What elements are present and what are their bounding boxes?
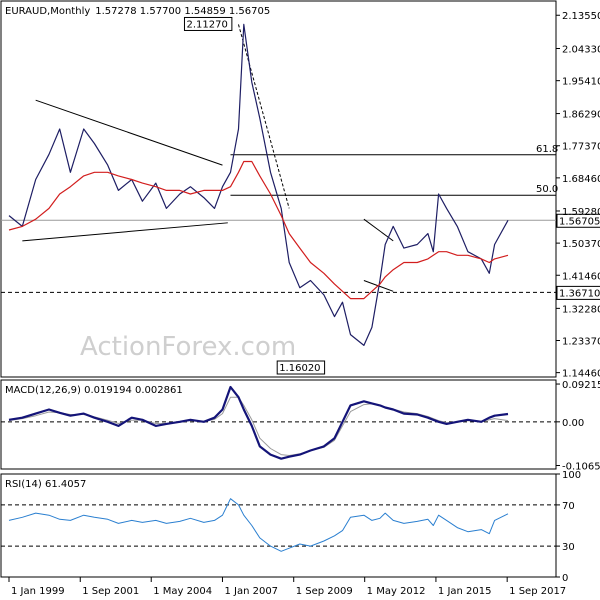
macd-signal-line [8, 396, 509, 456]
macd-line [8, 385, 509, 460]
watermark: ActionForex.com [80, 332, 296, 362]
last-price-label-box [556, 213, 600, 228]
price-y-tick-label: 1.68460 [562, 174, 600, 185]
price-y-tick-label: 1.77370 [562, 142, 600, 153]
x-tick-label: 1 May 2012 [367, 586, 426, 597]
series-lines [8, 23, 509, 552]
price-y-tick-label: 1.86290 [562, 110, 600, 121]
rsi-y-tick-label: 70 [562, 501, 575, 512]
price-y-tick-label: 1.50370 [562, 239, 600, 250]
price-line [8, 23, 509, 346]
price-y-tick-label: 1.41460 [562, 271, 600, 282]
triangle-lower-trendline [22, 222, 228, 242]
high-label-box [183, 16, 233, 31]
macd-panel-frame [0, 379, 557, 470]
axis-ticks: 2.13550 2.04330 1.95410 1.86290 1.77370 1.684… [8, 11, 600, 597]
low-label: 1.16020 [279, 363, 320, 374]
price-y-tick-label: 1.32280 [562, 304, 600, 315]
x-tick-label: 1 Sep 2009 [296, 586, 353, 597]
annotations: 2.11270 1.16020 61.8 50.0 1.56705 1.36710 [183, 16, 600, 375]
rsi-line [8, 498, 509, 552]
price-panel-frame [0, 0, 557, 378]
support-label-box [556, 285, 600, 300]
price-y-tick-label: 1.95410 [562, 77, 600, 88]
rsi-title: RSI(14) 61.4057 [5, 479, 86, 490]
last-price-label: 1.56705 [559, 216, 600, 227]
triangle-upper-trendline [35, 99, 223, 166]
high-label: 2.11270 [186, 19, 227, 30]
price-y-tick-label: 1.23370 [562, 337, 600, 348]
x-tick-label: 1 Sep 2001 [82, 586, 139, 597]
fib-50.0-label: 50.0 [536, 184, 558, 195]
breakdown-trendline [237, 24, 290, 209]
macd-title: MACD(12,26,9) 0.019194 0.002861 [5, 385, 183, 396]
x-tick-label: 1 Jan 2007 [224, 586, 278, 597]
price-title: EURAUD,Monthly 1.57278 1.57700 1.54859 1.… [5, 6, 270, 17]
price-y-tick-label: 2.04330 [562, 45, 600, 56]
price-y-tick-label: 2.13550 [562, 11, 600, 22]
macd-y-tick-label: 0.00 [562, 418, 584, 429]
rsi-y-tick-label: 30 [562, 542, 575, 553]
fib-61.8-label: 61.8 [536, 144, 558, 155]
macd-y-tick-label: 0.092158 [562, 380, 600, 391]
support-label: 1.36710 [559, 288, 600, 299]
low-label-box [276, 360, 326, 375]
x-tick-label: 1 May 2004 [153, 586, 212, 597]
x-tick-label: 1 Jan 1999 [11, 586, 65, 597]
x-tick-label: 1 Jan 2015 [438, 586, 492, 597]
rsi-y-tick-label: 100 [562, 470, 581, 481]
moving-average-line [8, 160, 509, 300]
x-tick-label: 1 Sep 2017 [509, 586, 566, 597]
rsi-y-tick-label: 0 [562, 573, 568, 584]
price-y-tick-label: 1.14460 [562, 369, 600, 380]
rsi-panel-frame [0, 473, 557, 578]
macd-y-tick-label: -0.106503 [562, 462, 600, 473]
price-y-tick-label: 1.59280 [562, 207, 600, 218]
